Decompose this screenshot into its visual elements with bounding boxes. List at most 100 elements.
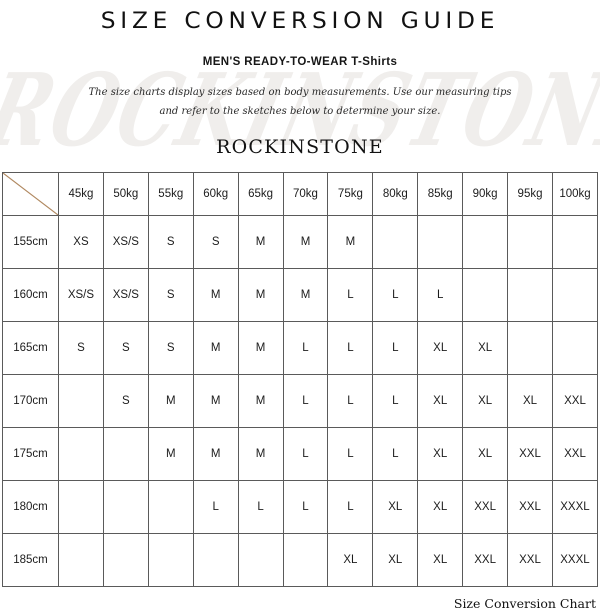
size-cell: M xyxy=(237,215,284,269)
size-cell xyxy=(462,215,509,269)
size-cell: S xyxy=(147,215,194,269)
size-cell: XXL xyxy=(507,427,553,481)
size-cell xyxy=(551,215,599,269)
size-cell xyxy=(58,374,104,428)
row-header-170cm: 170cm xyxy=(2,374,59,428)
size-cell: M xyxy=(327,215,374,269)
size-cell: M xyxy=(192,321,239,375)
size-cell xyxy=(58,533,104,587)
size-cell: M xyxy=(237,268,284,322)
row-header-160cm: 160cm xyxy=(2,268,59,322)
size-cell: XS/S xyxy=(58,268,104,322)
size-cell: S xyxy=(58,321,104,375)
size-cell: XXL xyxy=(462,533,509,587)
column-header-60kg: 60kg xyxy=(192,172,239,216)
table-corner-cell xyxy=(2,172,59,216)
column-header-95kg: 95kg xyxy=(507,172,553,216)
size-cell: S xyxy=(192,215,239,269)
size-cell: L xyxy=(237,480,284,534)
size-cell: XXL xyxy=(551,374,599,428)
size-cell: XS xyxy=(58,215,104,269)
document-header: SIZE CONVERSION GUIDE MEN'S READY-TO-WEA… xyxy=(0,0,600,158)
column-header-80kg: 80kg xyxy=(372,172,419,216)
size-cell: XL xyxy=(462,374,509,428)
size-cell: XXXL xyxy=(551,533,599,587)
row-header-155cm: 155cm xyxy=(2,215,59,269)
table-row: 170cm S M M M L L L XL XL XL XXL xyxy=(2,374,599,428)
diagonal-divider-icon xyxy=(3,173,58,215)
size-cell: M xyxy=(147,427,194,481)
size-cell: XL xyxy=(417,427,464,481)
size-chart-container: 45kg 50kg 55kg 60kg 65kg 70kg 75kg 80kg 85kg 90kg… xyxy=(0,158,600,587)
size-cell xyxy=(102,533,149,587)
size-cell: L xyxy=(282,374,329,428)
brand-name: ROCKINSTONE xyxy=(216,136,384,158)
size-cell xyxy=(417,215,464,269)
table-row: 160cm XS/S XS/S S M M M L L L xyxy=(2,268,599,322)
size-cell: XL xyxy=(417,480,464,534)
column-header-50kg: 50kg xyxy=(102,172,149,216)
size-cell: L xyxy=(372,321,419,375)
size-conversion-table: 45kg 50kg 55kg 60kg 65kg 70kg 75kg 80kg 85kg 90kg… xyxy=(2,172,599,587)
size-cell xyxy=(147,480,194,534)
measuring-note: The size charts display sizes based on b… xyxy=(88,87,512,117)
table-row: 165cm S S S M M L L L XL XL xyxy=(2,321,599,375)
size-cell xyxy=(102,480,149,534)
size-cell: M xyxy=(282,268,329,322)
size-cell: L xyxy=(327,427,374,481)
size-cell: XXL xyxy=(507,480,553,534)
size-cell: XL xyxy=(462,321,509,375)
size-cell: M xyxy=(192,268,239,322)
page-subtitle: MEN'S READY-TO-WEAR T-Shirts xyxy=(202,56,398,68)
size-cell: XL xyxy=(417,374,464,428)
size-cell xyxy=(102,427,149,481)
size-cell: XXL xyxy=(462,480,509,534)
table-row: 155cm XS XS/S S S M M M xyxy=(2,215,599,269)
chart-caption: Size Conversion Chart xyxy=(453,596,596,611)
size-cell xyxy=(237,533,284,587)
table-head: 45kg 50kg 55kg 60kg 65kg 70kg 75kg 80kg 85kg 90kg… xyxy=(2,172,599,216)
size-cell xyxy=(551,321,599,375)
size-cell xyxy=(507,215,553,269)
page-title: SIZE CONVERSION GUIDE xyxy=(100,9,500,34)
size-cell xyxy=(462,268,509,322)
size-cell xyxy=(58,427,104,481)
size-cell xyxy=(282,533,329,587)
size-cell: S xyxy=(102,321,149,375)
size-cell: M xyxy=(192,427,239,481)
column-header-75kg: 75kg xyxy=(327,172,374,216)
size-cell xyxy=(372,215,419,269)
size-cell: S xyxy=(102,374,149,428)
column-header-85kg: 85kg xyxy=(417,172,464,216)
table-row: 175cm M M M L L L XL XL XXL XXL xyxy=(2,427,599,481)
table-row: 185cm XL XL XL XXL XXL XXXL xyxy=(2,533,599,587)
size-cell xyxy=(192,533,239,587)
column-header-65kg: 65kg xyxy=(237,172,284,216)
size-cell: L xyxy=(372,268,419,322)
size-cell: L xyxy=(417,268,464,322)
row-header-180cm: 180cm xyxy=(2,480,59,534)
size-cell: XL xyxy=(372,533,419,587)
size-cell xyxy=(147,533,194,587)
size-cell: S xyxy=(147,321,194,375)
row-header-175cm: 175cm xyxy=(2,427,59,481)
table-row: 180cm L L L L XL XL XXL XXL XXXL xyxy=(2,480,599,534)
row-header-185cm: 185cm xyxy=(2,533,59,587)
size-cell: XL xyxy=(507,374,553,428)
size-cell xyxy=(507,321,553,375)
size-cell: XXXL xyxy=(551,480,599,534)
size-cell: M xyxy=(237,374,284,428)
size-cell: XS/S xyxy=(102,215,149,269)
table-header-row: 45kg 50kg 55kg 60kg 65kg 70kg 75kg 80kg 85kg 90kg… xyxy=(2,172,599,216)
size-cell: M xyxy=(237,427,284,481)
column-header-100kg: 100kg xyxy=(551,172,599,216)
column-header-90kg: 90kg xyxy=(462,172,509,216)
size-cell: XL xyxy=(417,321,464,375)
size-cell: L xyxy=(327,321,374,375)
size-cell: XXL xyxy=(551,427,599,481)
size-cell: L xyxy=(282,321,329,375)
size-cell: L xyxy=(327,374,374,428)
size-cell xyxy=(551,268,599,322)
size-cell: M xyxy=(237,321,284,375)
size-cell xyxy=(507,268,553,322)
